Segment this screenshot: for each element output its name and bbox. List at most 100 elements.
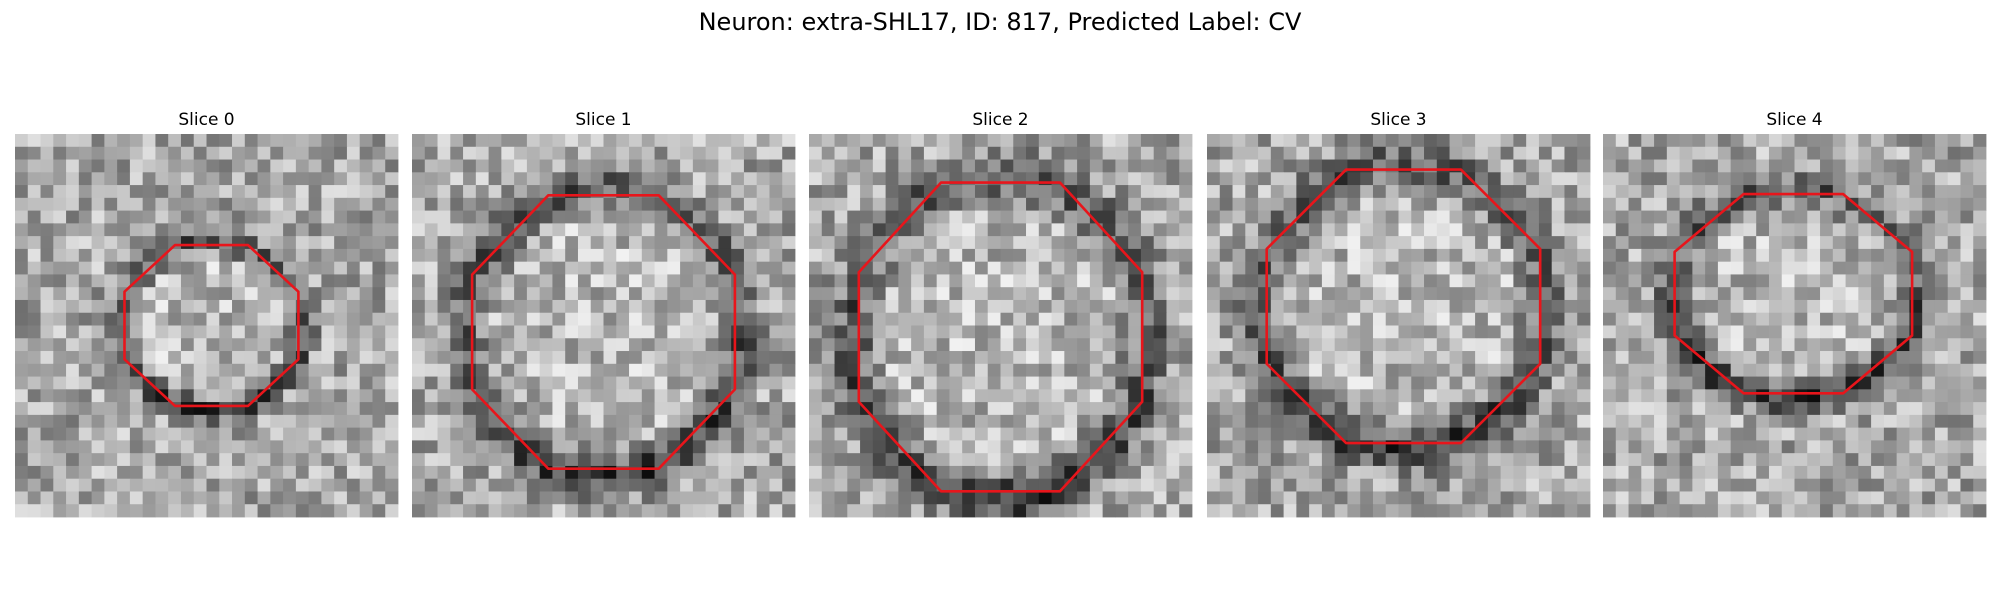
pixel xyxy=(1436,299,1450,314)
pixel xyxy=(1807,223,1821,237)
pixel xyxy=(692,299,707,314)
pixel xyxy=(1896,159,1910,173)
pixel xyxy=(577,402,592,416)
pixel xyxy=(680,299,694,314)
pixel xyxy=(257,440,271,454)
pixel xyxy=(1334,299,1348,314)
pixel xyxy=(526,414,541,429)
pixel xyxy=(91,197,105,211)
pixel xyxy=(1102,376,1116,390)
pixel xyxy=(104,402,118,416)
pixel xyxy=(616,248,630,263)
pixel xyxy=(616,453,630,467)
pixel xyxy=(1756,351,1770,365)
pixel xyxy=(1768,427,1783,441)
pixel xyxy=(1871,134,1885,148)
pixel xyxy=(590,312,604,326)
pixel xyxy=(616,389,630,403)
pixel xyxy=(1654,414,1668,429)
pixel xyxy=(475,197,489,211)
pixel xyxy=(104,414,118,429)
pixel xyxy=(1730,274,1744,288)
pixel xyxy=(1207,172,1221,186)
pixel xyxy=(78,134,92,148)
pixel xyxy=(1577,363,1591,377)
pixel xyxy=(1462,376,1476,390)
pixel xyxy=(1883,504,1898,518)
pixel xyxy=(834,363,848,377)
pixel xyxy=(193,427,207,441)
pixel xyxy=(769,363,783,377)
pixel xyxy=(590,261,604,275)
pixel xyxy=(1475,312,1489,326)
pixel xyxy=(616,146,630,160)
pixel xyxy=(1347,299,1361,314)
pixel xyxy=(270,146,284,160)
pixel xyxy=(680,414,694,429)
pixel xyxy=(142,414,156,429)
pixel xyxy=(692,491,707,505)
pixel xyxy=(206,325,220,339)
pixel xyxy=(244,504,258,518)
pixel xyxy=(1385,197,1399,211)
pixel xyxy=(1128,440,1142,454)
pixel xyxy=(731,185,745,199)
pixel xyxy=(705,504,719,518)
pixel xyxy=(1360,197,1374,211)
pixel xyxy=(1153,325,1167,339)
pixel xyxy=(1089,389,1104,403)
pixel xyxy=(834,299,848,314)
pixel xyxy=(1153,223,1167,237)
pixel xyxy=(743,363,758,377)
pixel xyxy=(565,261,579,275)
pixel xyxy=(117,363,131,377)
pixel xyxy=(385,185,399,199)
pixel xyxy=(180,248,195,263)
pixel xyxy=(923,504,938,518)
pixel xyxy=(129,478,144,492)
pixel xyxy=(1832,402,1846,416)
pixel xyxy=(1641,465,1655,480)
pixel xyxy=(385,261,399,275)
pixel xyxy=(782,427,796,441)
pixel xyxy=(1628,376,1642,390)
pixel xyxy=(565,414,579,429)
pixel xyxy=(1038,414,1052,429)
pixel xyxy=(1832,478,1846,492)
pixel xyxy=(1717,325,1732,339)
pixel xyxy=(372,287,386,301)
pixel xyxy=(1077,376,1091,390)
pixel xyxy=(180,299,195,314)
pixel xyxy=(1372,287,1387,301)
pixel xyxy=(1309,440,1323,454)
pixel xyxy=(705,325,719,339)
pixel xyxy=(692,210,707,224)
pixel xyxy=(987,236,1001,250)
pixel xyxy=(654,223,668,237)
pixel xyxy=(1768,478,1783,492)
pixel xyxy=(809,389,823,403)
pixel xyxy=(1654,274,1668,288)
pixel xyxy=(1385,338,1399,352)
pixel xyxy=(91,504,105,518)
pixel xyxy=(898,261,912,275)
pixel xyxy=(219,159,233,173)
pixel xyxy=(1462,146,1476,160)
pixel xyxy=(450,287,464,301)
pixel xyxy=(359,274,373,288)
pixel xyxy=(1232,414,1246,429)
pixel xyxy=(1064,248,1078,263)
pixel xyxy=(1960,440,1974,454)
pixel xyxy=(911,146,925,160)
pixel xyxy=(1385,312,1399,326)
pixel xyxy=(346,351,361,365)
pixel xyxy=(91,210,105,224)
pixel xyxy=(1513,491,1527,505)
pixel xyxy=(974,402,989,416)
pixel xyxy=(1692,389,1706,403)
pixel xyxy=(603,376,617,390)
pixel xyxy=(577,491,592,505)
pixel xyxy=(1526,159,1540,173)
pixel xyxy=(769,172,783,186)
pixel xyxy=(603,491,617,505)
